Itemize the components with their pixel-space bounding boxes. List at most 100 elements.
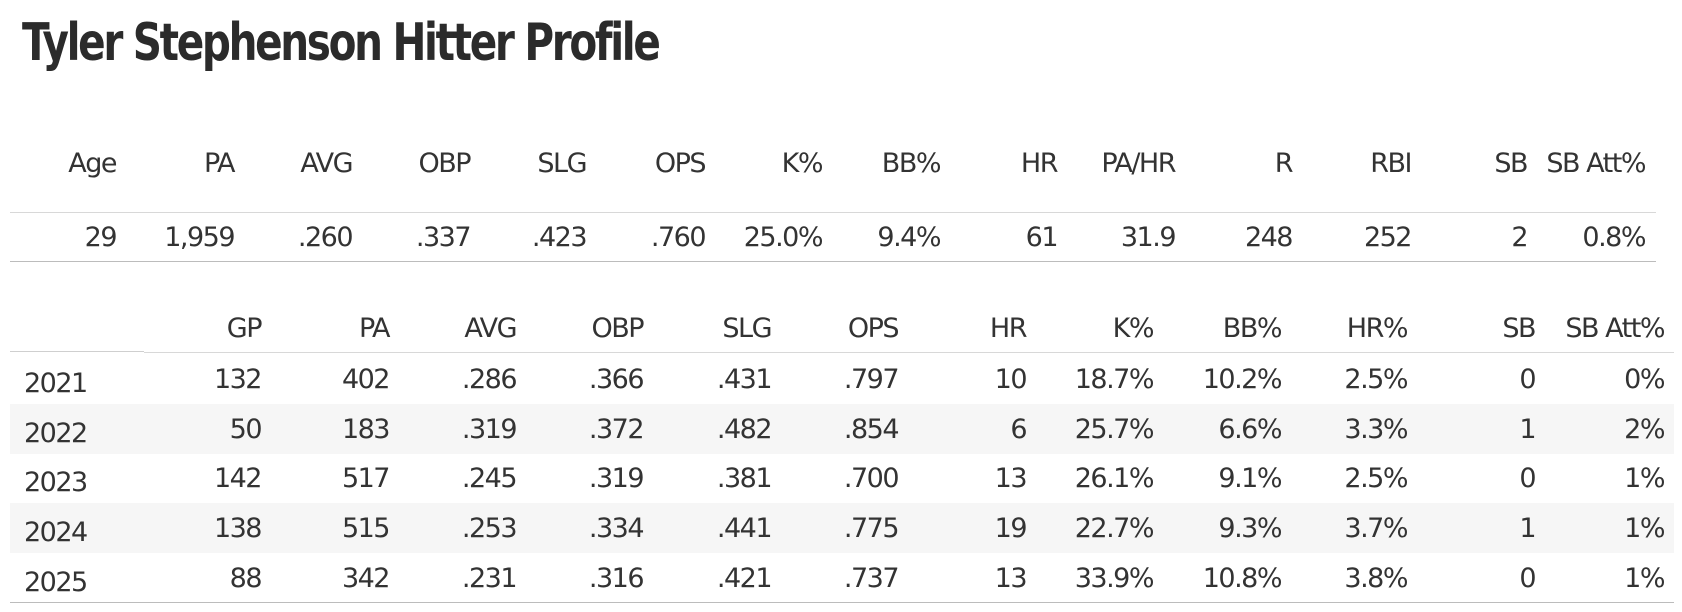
season-cell-gp: 138 — [213, 513, 263, 544]
season-cell-pa: 342 — [341, 563, 391, 594]
season-header-rule — [144, 352, 1674, 353]
season-cell-slg: .482 — [716, 414, 773, 445]
season-cell-sb-att-pct: 2% — [1624, 414, 1665, 445]
summary-header-hr: HR — [1020, 148, 1059, 179]
summary-value-slg: .423 — [531, 222, 588, 253]
summary-header-slg: SLG — [537, 148, 587, 179]
summary-header-rule — [10, 212, 1656, 213]
summary-header-sb-att-pct: SB Att% — [1546, 148, 1646, 179]
season-cell-sb: 1 — [1519, 414, 1536, 445]
season-cell-sb: 0 — [1519, 563, 1536, 594]
season-cell-k-pct: 22.7% — [1074, 513, 1155, 544]
season-header-avg: AVG — [464, 313, 517, 344]
summary-header-rbi: RBI — [1370, 148, 1412, 179]
season-cell-avg: .253 — [461, 513, 518, 544]
season-cell-k-pct: 33.9% — [1074, 563, 1155, 594]
summary-value-k-pct: 25.0% — [743, 222, 824, 253]
season-cell-obp: .334 — [588, 513, 645, 544]
season-cell-sb-att-pct: 0% — [1624, 364, 1665, 395]
season-year: 2023 — [24, 467, 88, 498]
season-cell-ops: .775 — [843, 513, 900, 544]
season-cell-pa: 183 — [341, 414, 391, 445]
season-cell-pa: 402 — [341, 364, 391, 395]
season-cell-avg: .231 — [461, 563, 518, 594]
season-cell-bb-pct: 9.1% — [1218, 463, 1282, 494]
season-cell-sb: 1 — [1519, 513, 1536, 544]
season-cell-pa: 517 — [341, 463, 391, 494]
season-cell-avg: .319 — [461, 414, 518, 445]
season-cell-sb: 0 — [1519, 364, 1536, 395]
season-cell-pa: 515 — [341, 513, 391, 544]
season-cell-k-pct: 18.7% — [1074, 364, 1155, 395]
season-cell-bb-pct: 6.6% — [1218, 414, 1282, 445]
season-header-obp: OBP — [591, 313, 644, 344]
season-header-k-pct: K% — [1112, 313, 1155, 344]
season-cell-avg: .286 — [461, 364, 518, 395]
season-cell-hr-pct: 3.8% — [1344, 563, 1408, 594]
season-year: 2024 — [24, 517, 88, 548]
summary-value-sb: 2 — [1511, 222, 1528, 253]
season-header-hr-pct: HR% — [1346, 313, 1409, 344]
season-cell-slg: .381 — [716, 463, 773, 494]
summary-value-ops: .760 — [650, 222, 707, 253]
summary-header-pa-per-hr: PA/HR — [1101, 148, 1176, 179]
summary-value-sb-att-pct: 0.8% — [1582, 222, 1646, 253]
season-cell-hr: 13 — [994, 463, 1028, 494]
season-header-sb-att-pct: SB Att% — [1565, 313, 1665, 344]
summary-header-pa: PA — [203, 148, 236, 179]
season-year: 2022 — [24, 418, 88, 449]
season-cell-ops: .854 — [843, 414, 900, 445]
season-cell-bb-pct: 9.3% — [1218, 513, 1282, 544]
summary-value-r: 248 — [1244, 222, 1294, 253]
season-header-bb-pct: BB% — [1222, 313, 1283, 344]
season-year: 2021 — [24, 368, 88, 399]
season-cell-avg: .245 — [461, 463, 518, 494]
season-header-rule-left — [10, 351, 144, 352]
summary-value-pa: 1,959 — [164, 222, 235, 253]
season-cell-hr: 13 — [994, 563, 1028, 594]
season-header-sb: SB — [1502, 313, 1536, 344]
season-cell-slg: .431 — [716, 364, 773, 395]
summary-value-pa-per-hr: 31.9 — [1120, 222, 1177, 253]
season-cell-bb-pct: 10.8% — [1202, 563, 1283, 594]
season-header-gp: GP — [226, 313, 263, 344]
summary-value-age: 29 — [84, 222, 118, 253]
summary-header-age: Age — [68, 148, 117, 179]
summary-header-obp: OBP — [418, 148, 471, 179]
season-cell-slg: .421 — [716, 563, 773, 594]
season-cell-hr-pct: 2.5% — [1344, 364, 1408, 395]
summary-header-bb-pct: BB% — [881, 148, 942, 179]
summary-value-rbi: 252 — [1363, 222, 1413, 253]
season-cell-hr-pct: 3.7% — [1344, 513, 1408, 544]
season-cell-gp: 142 — [213, 463, 263, 494]
summary-header-avg: AVG — [300, 148, 353, 179]
table-row-stripe — [10, 404, 1674, 454]
season-header-slg: SLG — [722, 313, 772, 344]
season-cell-gp: 50 — [229, 414, 263, 445]
summary-value-hr: 61 — [1025, 222, 1059, 253]
summary-value-avg: .260 — [297, 222, 354, 253]
season-cell-bb-pct: 10.2% — [1202, 364, 1283, 395]
season-cell-sb-att-pct: 1% — [1624, 463, 1665, 494]
season-cell-hr-pct: 3.3% — [1344, 414, 1408, 445]
season-cell-hr: 6 — [1010, 414, 1027, 445]
season-cell-hr: 19 — [994, 513, 1028, 544]
summary-header-k-pct: K% — [781, 148, 824, 179]
season-cell-hr: 10 — [994, 364, 1028, 395]
season-cell-obp: .316 — [588, 563, 645, 594]
season-cell-sb: 0 — [1519, 463, 1536, 494]
table-row-stripe — [10, 503, 1674, 553]
season-cell-ops: .797 — [843, 364, 900, 395]
summary-header-ops: OPS — [654, 148, 707, 179]
season-header-pa: PA — [358, 313, 391, 344]
season-cell-gp: 88 — [229, 563, 263, 594]
season-cell-sb-att-pct: 1% — [1624, 563, 1665, 594]
season-cell-obp: .366 — [588, 364, 645, 395]
season-cell-sb-att-pct: 1% — [1624, 513, 1665, 544]
season-bottom-rule — [10, 602, 1674, 603]
season-cell-obp: .319 — [588, 463, 645, 494]
season-cell-obp: .372 — [588, 414, 645, 445]
season-cell-ops: .737 — [843, 563, 900, 594]
summary-value-obp: .337 — [415, 222, 472, 253]
page-title: Tyler Stephenson Hitter Profile — [22, 13, 661, 73]
